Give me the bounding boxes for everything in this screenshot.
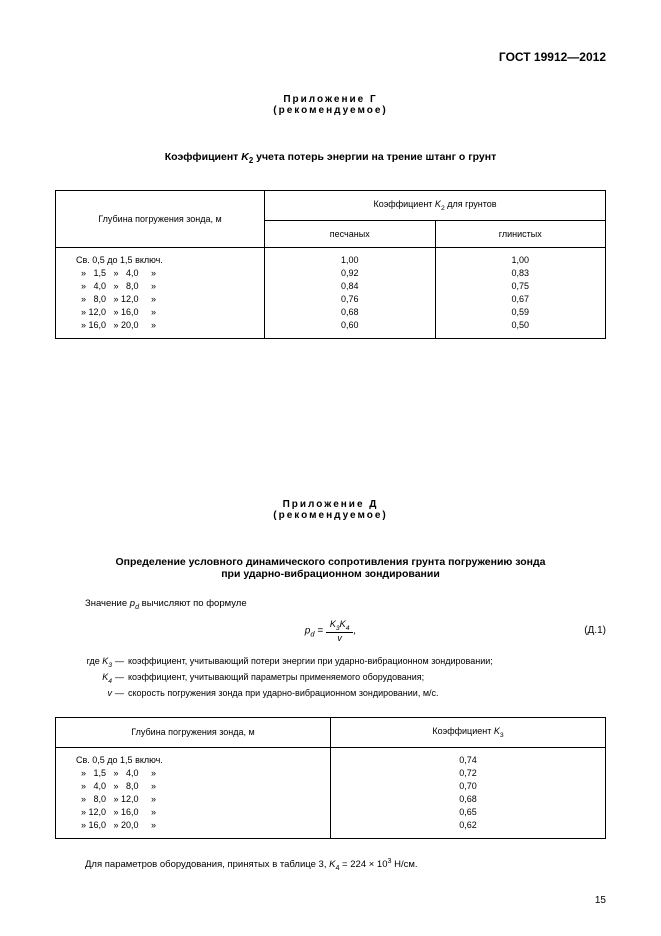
sub-col-clay: глинистых [435, 220, 606, 247]
text: Для параметров оборудования, принятых в … [85, 859, 329, 870]
line1: Определение условного динамического сопр… [115, 556, 545, 568]
formula-d1: pd = K3K4 v , [305, 619, 356, 643]
document-header: ГОСТ 19912—2012 [55, 50, 606, 64]
appendix-g-section-title: Коэффициент K2 учета потерь энергии на т… [55, 151, 606, 165]
text: Значение [85, 598, 130, 609]
text: Н/см. [391, 859, 417, 870]
nbs: 4 [346, 625, 350, 632]
where-block: где K3—коэффициент, учитывающий потери э… [55, 655, 606, 699]
footer-note: Для параметров оборудования, принятых в … [85, 857, 606, 872]
sandy-cell: 1,000,920,840,760,680,60 [265, 247, 436, 338]
line2: при ударно-вибрационном зондировании [221, 568, 440, 580]
col-group-header: Коэффициент K2 для грунтов [265, 191, 606, 221]
k3-cell: 0,740,720,700,680,650,62 [331, 747, 606, 838]
label: для грунтов [445, 199, 497, 209]
fraction: K3K4 v [326, 619, 354, 643]
table-k2: Глубина погружения зонда, м Коэффициент … [55, 190, 606, 339]
den: v [326, 633, 354, 643]
appendix-d-title: Приложение Д [283, 499, 379, 510]
title-text: Коэффициент [165, 151, 241, 163]
depth-cell: Св. 0,5 до 1,5 включ. » 1,5 » 4,0 » » 4,… [56, 747, 331, 838]
text: = 224 × 10 [339, 859, 387, 870]
page-number: 15 [595, 895, 606, 906]
formula-label: (Д.1) [584, 625, 606, 636]
appendix-g-subtitle: (рекомендуемое) [273, 105, 387, 116]
appendix-g-heading: Приложение Г (рекомендуемое) [55, 94, 606, 116]
appendix-g-title: Приложение Г [283, 94, 377, 105]
col-depth-header: Глубина погружения зонда, м [56, 717, 331, 747]
title-var: K [241, 151, 249, 163]
appendix-d-heading: Приложение Д (рекомендуемое) [55, 499, 606, 521]
comma: , [353, 626, 356, 637]
appendix-d-section-title: Определение условного динамического сопр… [55, 556, 606, 580]
label-sub: 3 [500, 732, 504, 739]
label: Коэффициент [373, 199, 434, 209]
formula-d1-row: pd = K3K4 v , (Д.1) [55, 619, 606, 643]
num: K3K4 [326, 619, 354, 633]
col-depth-header: Глубина погружения зонда, м [56, 191, 265, 248]
label: Коэффициент [432, 726, 493, 736]
appendix-d-subtitle: (рекомендуемое) [273, 510, 387, 521]
depth-cell: Св. 0,5 до 1,5 включ. » 1,5 » 4,0 » » 4,… [56, 247, 265, 338]
text: вычисляют по формуле [139, 598, 247, 609]
clay-cell: 1,000,830,750,670,590,50 [435, 247, 606, 338]
table-k3: Глубина погружения зонда, м Коэффициент … [55, 717, 606, 839]
intro-paragraph: Значение pd вычисляют по формуле [85, 598, 606, 611]
title-text: учета потерь энергии на трение штанг о г… [253, 151, 496, 163]
sub-col-sandy: песчаных [265, 220, 436, 247]
col-k3-header: Коэффициент K3 [331, 717, 606, 747]
eq: = [314, 626, 325, 637]
